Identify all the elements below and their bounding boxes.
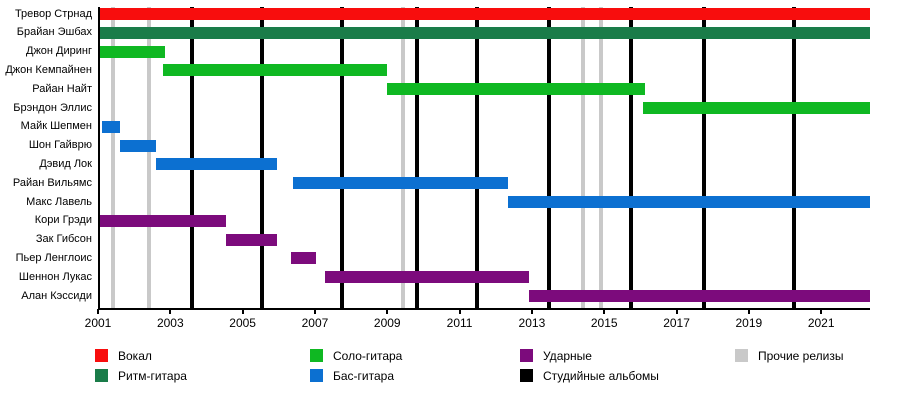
legend-color-swatch: [520, 349, 533, 362]
axis-tick: [241, 309, 244, 314]
axis-tick-label: 2019: [735, 316, 763, 330]
axis-tick: [603, 309, 606, 314]
studio-albums-line: [474, 7, 479, 308]
legend-label: Соло-гитара: [333, 349, 403, 363]
timeline-bar: [507, 196, 870, 208]
timeline-bar: [386, 83, 645, 96]
member-label: Брайан Эшбах: [16, 26, 92, 39]
member-label: Зак Гибсон: [35, 233, 92, 246]
legend-label: Ударные: [543, 349, 592, 363]
member-label: Кори Грэди: [34, 214, 92, 227]
axis-tick: [458, 309, 461, 314]
timeline-bar: [100, 26, 870, 39]
axis-tick-label: 2017: [663, 316, 690, 330]
axis-tick-label: 2001: [84, 316, 112, 330]
timeline-bar: [101, 120, 120, 133]
axis-tick-label: 2013: [518, 316, 546, 330]
axis-tick-label: 2021: [807, 316, 835, 330]
axis-tick-label: 2011: [446, 316, 473, 330]
other-releases-line: [599, 7, 604, 308]
axis-tick-label: 2005: [229, 316, 256, 330]
member-label: Макс Лавель: [26, 195, 92, 208]
legend-label: Прочие релизы: [758, 349, 844, 363]
legend-color-swatch: [310, 369, 323, 382]
axis-tick: [169, 309, 172, 314]
timeline-bar: [529, 290, 870, 302]
other-releases-line: [400, 7, 405, 308]
studio-albums-line: [340, 7, 345, 308]
legend-label: Ритм-гитара: [118, 369, 187, 383]
axis-tick: [97, 309, 99, 314]
timeline-bar: [226, 233, 277, 246]
studio-albums-line: [628, 7, 633, 308]
member-label: Тревор Стрнад: [14, 7, 92, 20]
timeline-bar: [163, 64, 387, 77]
member-label: Джон Диринг: [26, 45, 92, 58]
studio-albums-line: [415, 7, 420, 308]
member-label: Джон Кемпайнен: [5, 63, 92, 76]
legend-color-swatch: [95, 369, 108, 382]
legend-label: Студийные альбомы: [543, 369, 659, 383]
timeline-bar: [119, 139, 156, 152]
member-label: Райан Вильямс: [12, 176, 92, 189]
legend-label: Вокал: [118, 349, 152, 363]
axis-tick: [313, 309, 316, 314]
studio-albums-line: [702, 7, 707, 308]
studio-albums-line: [547, 7, 552, 308]
axis-tick: [820, 309, 823, 314]
timeline-bar: [325, 271, 530, 284]
member-label: Дэвид Лок: [39, 157, 92, 170]
other-releases-line: [581, 7, 586, 308]
other-releases-line: [146, 7, 151, 308]
member-label: Майк Шепмен: [20, 120, 92, 133]
studio-albums-line: [260, 7, 265, 308]
studio-albums-line: [792, 7, 797, 308]
timeline-bar: [155, 158, 277, 171]
legend-color-swatch: [735, 349, 748, 362]
legend-color-swatch: [95, 349, 108, 362]
axis-tick-label: 2015: [590, 316, 618, 330]
axis-tick: [530, 309, 533, 314]
timeline-bar: [291, 252, 317, 265]
axis-tick-label: 2009: [373, 316, 401, 330]
member-label: Райан Найт: [32, 82, 92, 95]
timeline-bar: [100, 214, 227, 227]
plot-area: [98, 7, 870, 310]
member-label: Брэндон Эллис: [13, 101, 92, 114]
member-label: Шон Гайврю: [28, 139, 92, 152]
axis-tick: [675, 309, 678, 314]
legend-color-swatch: [520, 369, 533, 382]
timeline-bar: [642, 102, 870, 114]
timeline-bar: [292, 177, 508, 190]
studio-albums-line: [189, 7, 194, 308]
axis-tick-label: 2003: [156, 316, 184, 330]
timeline-bar: [100, 8, 870, 20]
timeline-bar: [100, 45, 165, 58]
member-label: Пьер Ленглоис: [15, 251, 92, 264]
member-label: Алан Кэссиди: [21, 289, 92, 302]
axis-tick-label: 2007: [301, 316, 329, 330]
legend-label: Бас-гитара: [333, 369, 395, 383]
member-label: Шеннон Лукас: [18, 270, 92, 283]
legend-color-swatch: [310, 349, 323, 362]
axis-tick: [747, 309, 750, 314]
other-releases-line: [110, 7, 115, 308]
axis-tick: [386, 309, 389, 314]
